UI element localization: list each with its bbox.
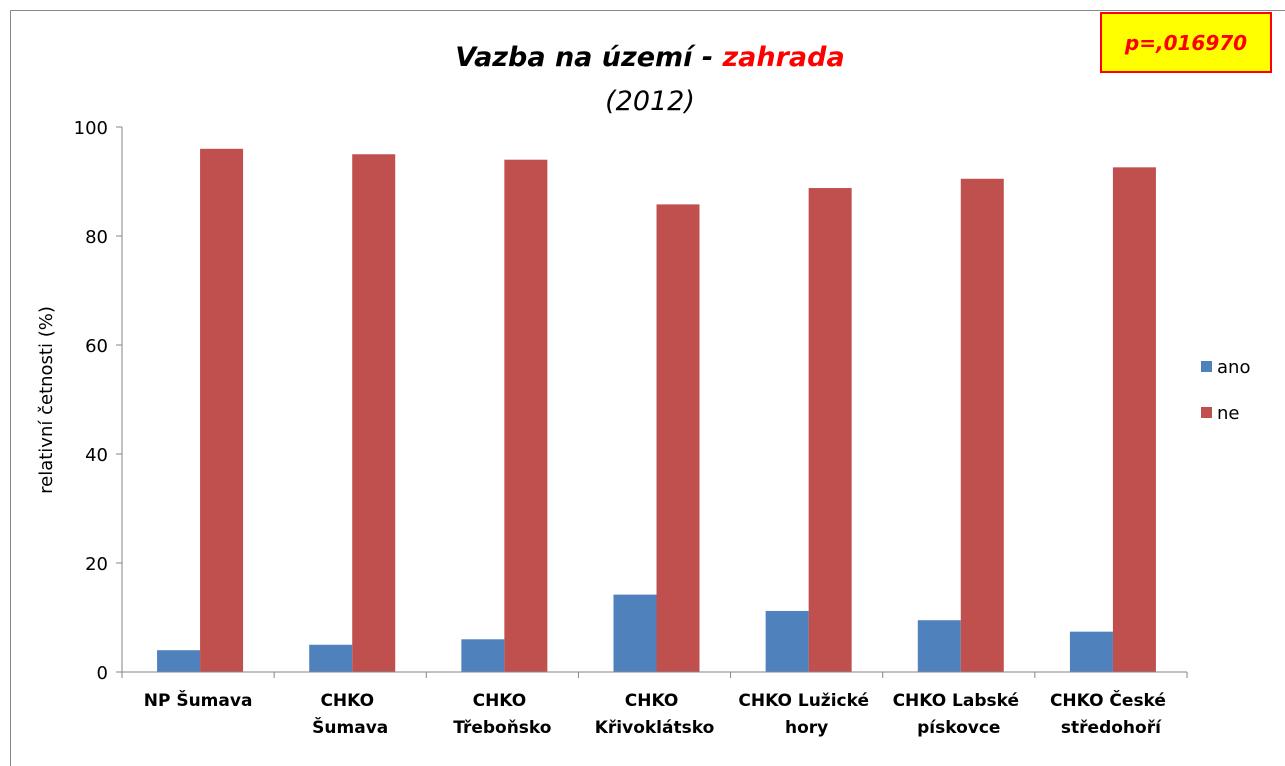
x-tick-label: CHKO Křivoklátsko bbox=[595, 691, 715, 738]
legend-label: ano bbox=[1217, 357, 1250, 378]
y-tick-label: 60 bbox=[85, 336, 108, 357]
y-tick-label: 20 bbox=[85, 554, 108, 575]
bar bbox=[960, 178, 1004, 672]
x-tick-label: CHKO Labské pískovce bbox=[893, 691, 1025, 738]
chart-title-group: Vazba na území - zahrada bbox=[455, 42, 844, 73]
bar bbox=[461, 639, 505, 672]
bar bbox=[808, 188, 852, 673]
bar bbox=[765, 610, 809, 672]
x-tick-label: CHKO Lužické hory bbox=[738, 691, 875, 738]
bar bbox=[1112, 167, 1156, 672]
bar bbox=[1069, 631, 1113, 672]
y-tick-label: 80 bbox=[85, 227, 108, 248]
bar bbox=[613, 594, 657, 672]
chart-subtitle: (2012) bbox=[605, 86, 695, 117]
bar bbox=[656, 204, 700, 672]
x-tick-label: CHKO Šumava bbox=[312, 691, 388, 738]
annotation: p=,016970 bbox=[1124, 31, 1247, 55]
y-tick-label: 40 bbox=[85, 445, 108, 466]
bar bbox=[504, 159, 548, 672]
y-tick-label: 0 bbox=[97, 663, 108, 684]
chart-title-highlight: zahrada bbox=[721, 42, 844, 73]
x-tick-label: CHKO České středohoří bbox=[1050, 689, 1172, 738]
bar bbox=[917, 620, 961, 672]
bar bbox=[352, 154, 396, 672]
chart-title: Vazba na území - bbox=[455, 42, 722, 73]
x-tick-label: CHKO Třeboňsko bbox=[453, 691, 551, 738]
legend-swatch bbox=[1201, 361, 1212, 372]
legend-swatch bbox=[1201, 407, 1212, 418]
bar bbox=[309, 644, 353, 672]
x-tick-label: NP Šumava bbox=[144, 689, 253, 711]
bar bbox=[200, 148, 244, 673]
y-axis-label: relativní četnosti (%) bbox=[36, 306, 57, 494]
y-tick-label: 100 bbox=[74, 118, 108, 139]
bar bbox=[157, 650, 201, 672]
legend-label: ne bbox=[1217, 403, 1239, 424]
annotation-box bbox=[1100, 12, 1272, 73]
